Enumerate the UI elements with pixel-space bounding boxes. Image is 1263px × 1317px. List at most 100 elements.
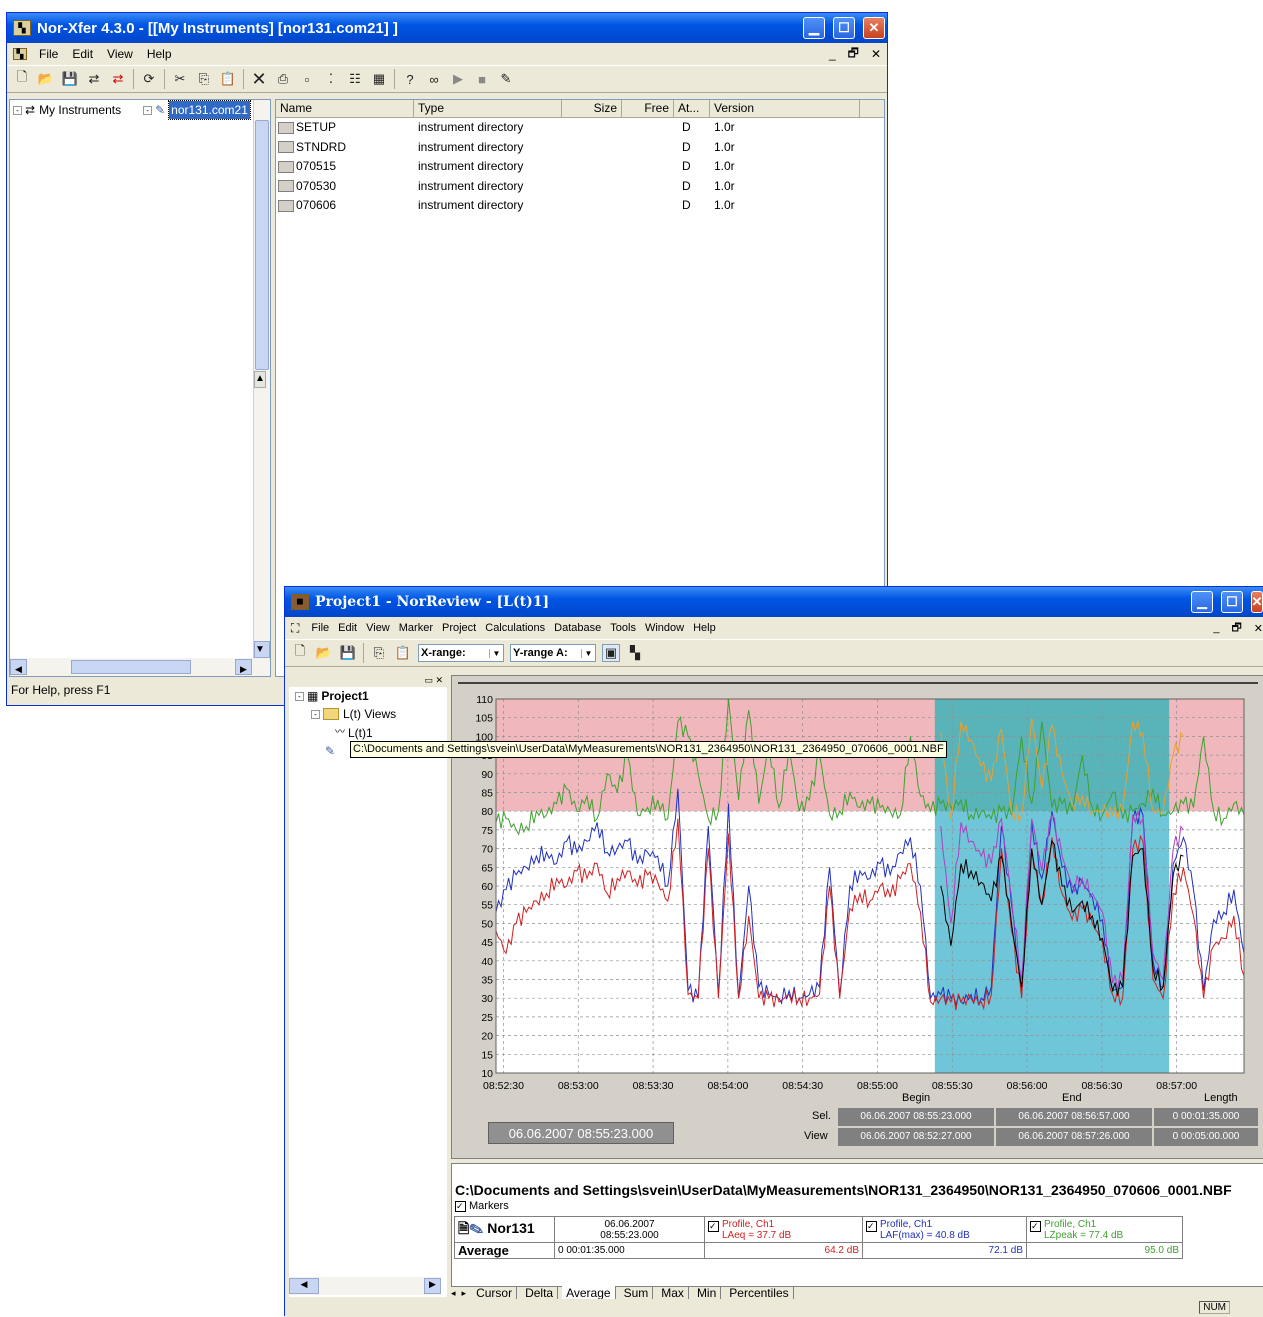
menu-view[interactable]: View [107,47,133,61]
paste-icon[interactable]: 📋 [219,71,237,86]
mdi-restore-icon[interactable]: 🗗 [847,45,859,60]
open-icon[interactable]: 📂 [315,645,333,660]
mdi-minimize-icon[interactable]: _ [828,47,836,61]
play-icon[interactable]: ▶ [453,71,463,86]
menu-help[interactable]: Help [693,622,716,634]
norxfer-titlebar[interactable]: ▚ Nor-Xfer 4.3.0 - [[My Instruments] [no… [7,13,887,43]
close-button[interactable]: ✕ [1251,591,1263,613]
collapse-icon[interactable]: - [13,105,22,115]
yrange-select[interactable]: Y-range A: ▼ [510,644,596,662]
tab-max[interactable]: Max [657,1286,689,1300]
list-item[interactable]: 070606 instrument directory D 1.0r [276,196,884,216]
new-icon[interactable]: 🗋 [16,69,28,84]
mdi-restore-icon[interactable]: 🗗 [1231,621,1242,634]
probe-icon[interactable]: ✎ [500,71,512,86]
column-header[interactable]: Name [276,100,414,117]
pane-close-icon[interactable]: ▭ ✕ [289,675,447,687]
list-item[interactable]: 070515 instrument directory D 1.0r [276,157,884,177]
details-view-icon[interactable]: ▦ [372,71,386,86]
menu-view[interactable]: View [366,622,390,634]
delete-icon[interactable]: ✕ [251,68,267,89]
scroll-thumb[interactable] [255,120,269,370]
tree-scrollbar[interactable]: ▲ ▼ [253,100,270,658]
paste-icon[interactable]: 📋 [394,645,412,660]
chevron-down-icon[interactable]: ▼ [581,648,595,658]
scroll-left-icon[interactable]: ◀ [289,1278,319,1294]
tree-hscrollbar[interactable]: ◀ ▶ [289,1277,441,1295]
save-icon[interactable]: 💾 [339,645,357,660]
print-icon[interactable]: ⎙ [277,71,289,86]
new-icon[interactable]: 🗋 [294,643,306,658]
profile1-cell[interactable]: ✓ Profile, Ch1 LAeq = 37.7 dB [704,1216,863,1243]
tree-item[interactable]: - ✎ nor131.com21 [121,100,251,121]
column-header[interactable]: Free [622,100,674,117]
tree-views[interactable]: - L(t) Views [295,705,447,723]
tree-instrument[interactable]: ✎ [295,742,447,760]
cut-icon[interactable]: ✂ [174,71,186,86]
scroll-down-icon[interactable]: ▼ [254,641,270,658]
norreview-titlebar[interactable]: ◼ Project1 - NorReview - [L(t)1] ▁ ☐ ✕ [285,587,1263,617]
collapse-icon[interactable]: - [295,691,304,701]
small-icons-icon[interactable]: ⁚ [328,71,334,86]
column-header[interactable]: At... [674,100,710,117]
profile1-checkbox[interactable]: ✓ [708,1220,719,1232]
mdi-close-icon[interactable]: ✕ [870,47,881,61]
scroll-left-icon[interactable]: ◀ [10,659,27,675]
collapse-icon[interactable]: - [311,709,320,719]
large-icons-icon[interactable]: ▫ [304,71,310,87]
menu-edit[interactable]: Edit [338,622,358,634]
scroll-up-icon[interactable]: ▲ [254,370,266,388]
tab-percentiles[interactable]: Percentiles [725,1286,794,1300]
markers-checkbox[interactable]: ✓ [455,1200,466,1212]
minimize-button[interactable]: ▁ [1191,591,1213,613]
scroll-right-icon[interactable]: ▶ [424,1278,441,1294]
maximize-button[interactable]: ☐ [833,17,855,39]
menu-database[interactable]: Database [554,622,602,634]
profile3-checkbox[interactable]: ✓ [1030,1220,1041,1232]
save-icon[interactable]: 💾 [61,71,79,86]
menu-project[interactable]: Project [442,622,477,634]
connect-icon[interactable]: ⇄ [88,71,100,86]
tab-cursor[interactable]: Cursor [472,1286,518,1300]
list-item[interactable]: STNDRD instrument directory D 1.0r [276,138,884,158]
maximize-button[interactable]: ☐ [1221,591,1243,613]
mdi-minimize-icon[interactable]: _ [1213,622,1220,634]
menu-window[interactable]: Window [644,622,685,634]
close-button[interactable]: ✕ [863,17,885,39]
xrange-select[interactable]: X-range: ▼ [418,644,504,662]
menu-calculations[interactable]: Calculations [485,622,546,634]
copy-icon[interactable]: ⎘ [373,645,385,660]
mdi-close-icon[interactable]: ✕ [1253,622,1263,635]
list-view-icon[interactable]: ☷ [349,71,361,86]
profile3-cell[interactable]: ✓ Profile, Ch1 LZpeak = 77.4 dB [1026,1216,1183,1243]
menu-file[interactable]: File [39,47,59,61]
profile2-checkbox[interactable]: ✓ [866,1220,877,1232]
xfer-link-icon[interactable]: ▚ [630,645,640,660]
tab-min[interactable]: Min [693,1286,722,1300]
tree-project[interactable]: - ▦ Project1 [295,687,447,705]
menu-marker[interactable]: Marker [398,622,433,634]
menu-edit[interactable]: Edit [72,47,94,61]
tab-sum[interactable]: Sum [620,1286,654,1300]
tree-hscrollbar[interactable]: ◀ ▶ [10,658,270,676]
hscroll-thumb[interactable] [71,660,191,674]
menu-tools[interactable]: Tools [610,622,636,634]
column-header[interactable]: Type [414,100,562,117]
list-item[interactable]: 070530 instrument directory D 1.0r [276,177,884,197]
open-icon[interactable]: 📂 [37,71,55,86]
menu-help[interactable]: Help [146,47,172,61]
help-icon[interactable]: ? [406,71,414,87]
profile2-cell[interactable]: ✓ Profile, Ch1 LAF(max) = 40.8 dB [862,1216,1027,1243]
chevron-down-icon[interactable]: ▼ [489,648,503,658]
minimize-button[interactable]: ▁ [803,17,825,39]
tree-item[interactable]: - ⇄ My Instruments [13,101,121,119]
column-header[interactable]: Size [562,100,622,117]
copy-icon[interactable]: ⎘ [198,71,210,86]
stop-icon[interactable]: ■ [478,71,486,87]
tab-prev-icon[interactable]: ◂ [451,1287,456,1298]
tab-delta[interactable]: Delta [521,1286,559,1300]
graph-settings-icon[interactable]: ▣ [602,644,620,662]
binoculars-icon[interactable]: ∞ [429,71,439,87]
disconnect-icon[interactable]: ⇄ [112,71,124,86]
collapse-icon[interactable]: - [143,105,153,115]
